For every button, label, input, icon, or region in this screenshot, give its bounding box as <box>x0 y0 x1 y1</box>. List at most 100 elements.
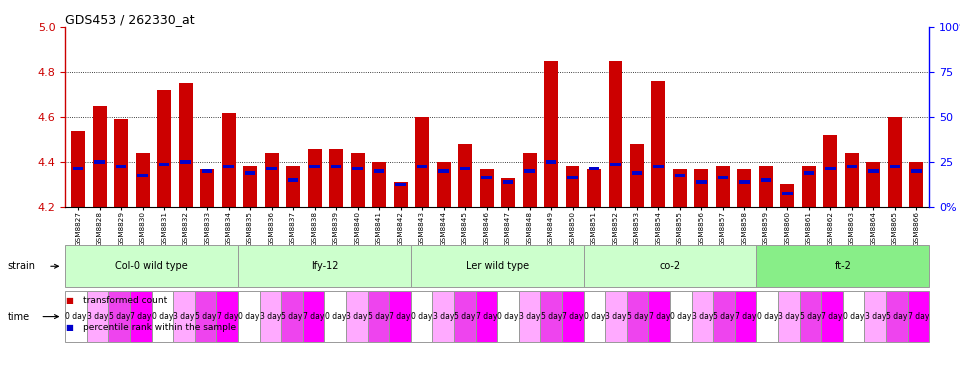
Text: 3 day: 3 day <box>519 312 540 321</box>
Bar <box>804 172 814 175</box>
Text: time: time <box>8 311 30 322</box>
Text: 0 day: 0 day <box>497 312 518 321</box>
Bar <box>94 160 105 164</box>
Text: Ler wild type: Ler wild type <box>466 261 529 271</box>
Text: 7 day: 7 day <box>217 312 238 321</box>
Bar <box>759 167 773 207</box>
Bar <box>867 162 880 207</box>
Bar <box>588 167 599 170</box>
Text: 3 day: 3 day <box>174 312 195 321</box>
Text: 5 day: 5 day <box>108 312 130 321</box>
Text: percentile rank within the sample: percentile rank within the sample <box>83 323 236 332</box>
Bar <box>868 169 878 173</box>
Bar <box>524 169 535 173</box>
Bar <box>373 169 384 173</box>
Bar <box>480 169 493 207</box>
Bar <box>458 144 472 207</box>
Bar <box>439 169 448 173</box>
Text: 7 day: 7 day <box>476 312 497 321</box>
Bar <box>567 176 578 179</box>
Bar <box>266 167 276 170</box>
Text: ft-2: ft-2 <box>834 261 852 271</box>
Bar <box>288 178 299 182</box>
Bar <box>888 117 901 207</box>
Bar <box>224 165 234 168</box>
Text: 3 day: 3 day <box>87 312 108 321</box>
Bar <box>350 153 365 207</box>
Bar <box>845 153 859 207</box>
Bar <box>611 163 621 166</box>
Bar <box>179 83 193 207</box>
Bar <box>159 163 169 166</box>
Text: 3 day: 3 day <box>779 312 800 321</box>
Bar <box>245 172 255 175</box>
Text: 5 day: 5 day <box>368 312 389 321</box>
Text: 5 day: 5 day <box>281 312 302 321</box>
Text: 7 day: 7 day <box>390 312 411 321</box>
Bar <box>501 178 515 207</box>
Bar <box>737 169 752 207</box>
Bar <box>630 144 644 207</box>
Bar <box>909 162 924 207</box>
Bar <box>609 61 622 207</box>
Text: 7 day: 7 day <box>649 312 670 321</box>
Bar <box>437 162 450 207</box>
Text: ■: ■ <box>65 323 73 332</box>
Bar <box>180 160 191 164</box>
Bar <box>394 182 408 207</box>
Bar <box>396 183 406 186</box>
Text: 0 day: 0 day <box>843 312 864 321</box>
Text: 7 day: 7 day <box>131 312 152 321</box>
Bar <box>716 167 730 207</box>
Bar <box>71 131 85 207</box>
Text: 7 day: 7 day <box>303 312 324 321</box>
Bar <box>307 149 322 207</box>
Text: 0 day: 0 day <box>152 312 173 321</box>
Text: 5 day: 5 day <box>800 312 821 321</box>
Text: 3 day: 3 day <box>433 312 454 321</box>
Bar <box>587 169 601 207</box>
Bar <box>824 135 837 207</box>
Bar <box>372 162 386 207</box>
Bar <box>309 165 320 168</box>
Text: 0 day: 0 day <box>65 312 86 321</box>
Text: 3 day: 3 day <box>260 312 281 321</box>
Bar <box>481 176 492 179</box>
Bar <box>890 165 900 168</box>
Bar <box>673 169 687 207</box>
Bar <box>222 113 235 207</box>
Bar <box>760 178 771 182</box>
Bar <box>826 167 835 170</box>
Bar <box>802 167 816 207</box>
Text: 5 day: 5 day <box>540 312 562 321</box>
Text: 0 day: 0 day <box>238 312 259 321</box>
Text: 7 day: 7 day <box>822 312 843 321</box>
Bar <box>243 167 257 207</box>
Bar <box>546 160 556 164</box>
Text: 7 day: 7 day <box>563 312 584 321</box>
Text: 5 day: 5 day <box>886 312 907 321</box>
Text: lfy-12: lfy-12 <box>311 261 338 271</box>
Bar <box>565 167 580 207</box>
Text: 5 day: 5 day <box>713 312 734 321</box>
Bar <box>632 172 642 175</box>
Bar <box>503 180 514 184</box>
Bar <box>694 169 708 207</box>
Text: 0 day: 0 day <box>411 312 432 321</box>
Text: 5 day: 5 day <box>195 312 216 321</box>
Text: 0 day: 0 day <box>756 312 778 321</box>
Bar <box>675 174 685 177</box>
Bar <box>696 180 707 184</box>
Bar <box>116 165 127 168</box>
Bar <box>331 165 342 168</box>
Bar <box>780 184 795 207</box>
Bar <box>417 165 427 168</box>
Text: co-2: co-2 <box>660 261 681 271</box>
Bar <box>286 167 300 207</box>
Text: 3 day: 3 day <box>347 312 368 321</box>
Bar <box>652 81 665 207</box>
Bar <box>202 169 212 173</box>
Bar <box>329 149 343 207</box>
Bar <box>265 153 278 207</box>
Bar <box>718 176 729 179</box>
